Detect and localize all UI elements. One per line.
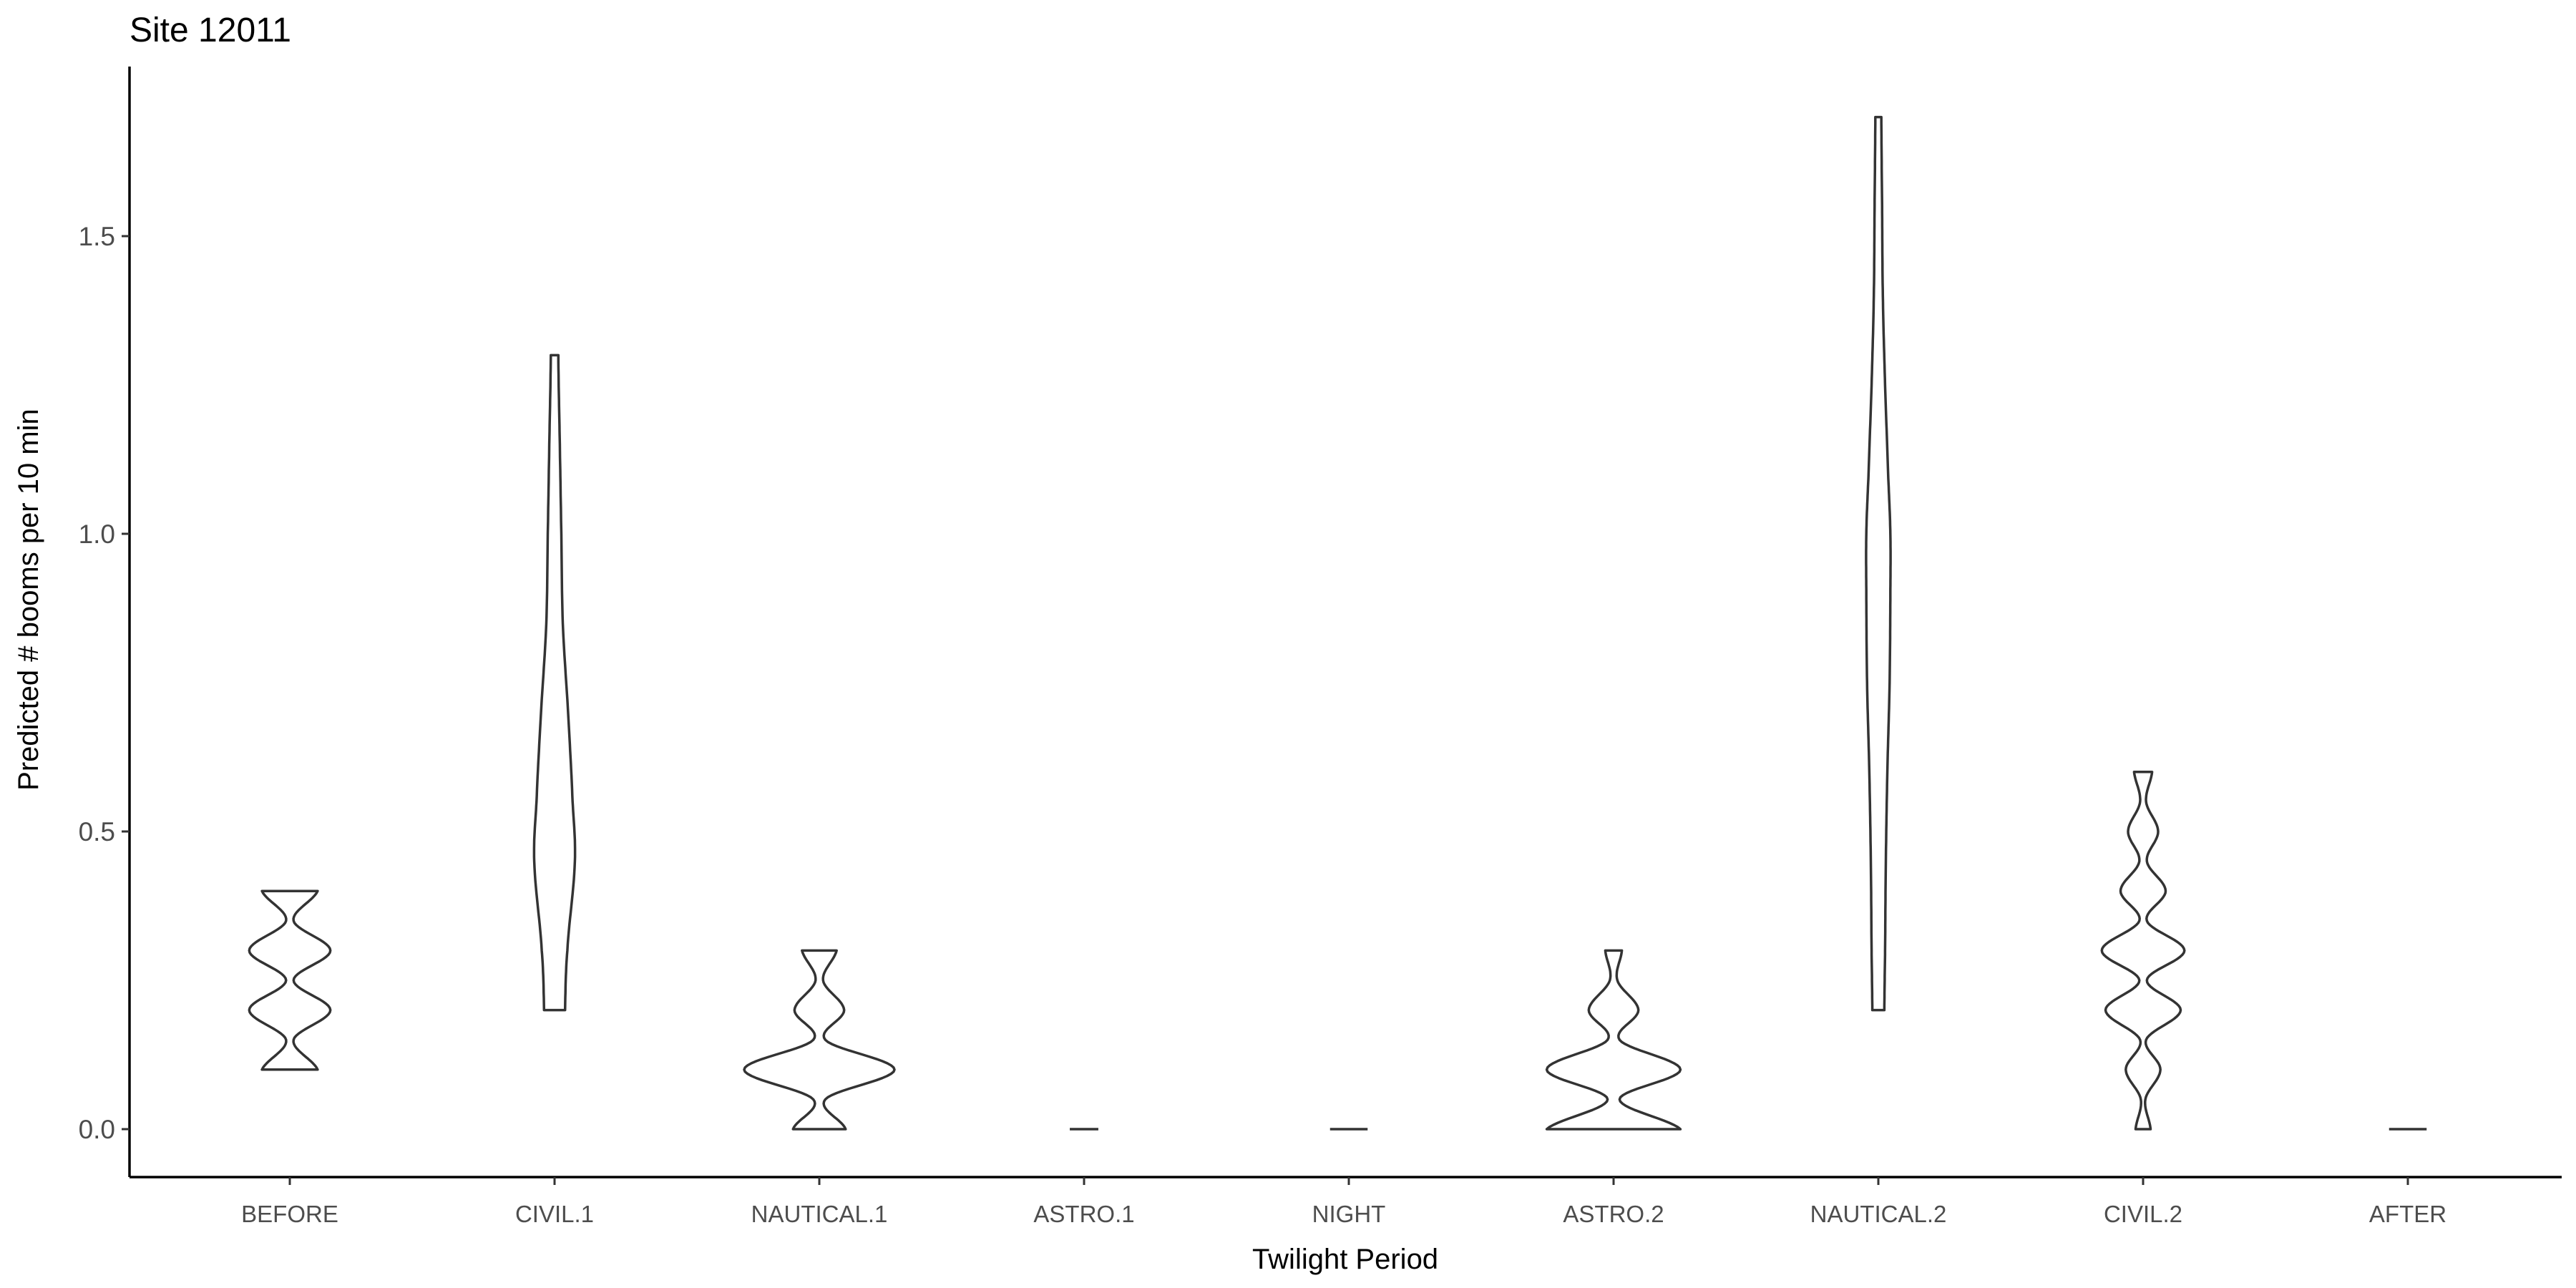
y-axis-title: Predicted # booms per 10 min (13, 409, 44, 791)
y-tick-label: 1.0 (79, 519, 115, 549)
y-tick-label: 1.5 (79, 222, 115, 251)
x-tick-label-nautical-1: NAUTICAL.1 (751, 1201, 888, 1227)
chart-title: Site 12011 (130, 11, 291, 49)
violin-civil-1 (532, 353, 577, 1012)
violin-astro-2 (1545, 949, 1682, 1131)
x-tick-label-civil-1: CIVIL.1 (515, 1201, 594, 1227)
x-tick-label-nautical-2: NAUTICAL.2 (1810, 1201, 1947, 1227)
violin-nautical-2 (1865, 115, 1892, 1012)
y-tick-label: 0.5 (79, 817, 115, 847)
violins-layer (248, 115, 2427, 1131)
y-axis-ticks: 0.0 0.5 1.0 1.5 (79, 222, 130, 1144)
violin-civil-2 (2100, 771, 2186, 1131)
violin-before (248, 889, 332, 1071)
x-tick-label-night: NIGHT (1312, 1201, 1386, 1227)
x-axis-ticks: BEFORE CIVIL.1 NAUTICAL.1 ASTRO.1 NIGHT ASTRO… (241, 1177, 2446, 1227)
x-tick-label-civil-2: CIVIL.2 (2104, 1201, 2182, 1227)
x-tick-label-after: AFTER (2369, 1201, 2446, 1227)
x-tick-label-astro-2: ASTRO.2 (1563, 1201, 1664, 1227)
x-tick-label-astro-1: ASTRO.1 (1033, 1201, 1134, 1227)
plot-area (248, 115, 2427, 1131)
x-tick-label-before: BEFORE (241, 1201, 338, 1227)
violin-nautical-1 (743, 949, 896, 1131)
y-tick-label: 0.0 (79, 1115, 115, 1144)
x-axis-title: Twilight Period (1252, 1244, 1438, 1275)
